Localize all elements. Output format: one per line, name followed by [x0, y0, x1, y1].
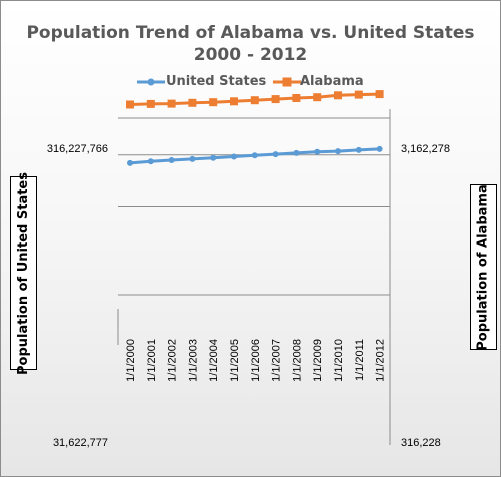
data-point-alabama [292, 94, 301, 102]
data-point-alabama [313, 93, 322, 102]
data-point-alabama [334, 91, 342, 100]
data-point-united-states [210, 154, 217, 161]
chart-title: Population Trend of Alabama vs. United S… [26, 23, 475, 43]
x-tick-label: 1/1/2000 [125, 339, 137, 382]
x-tick-label: 1/1/2012 [375, 339, 387, 382]
data-point-united-states [335, 148, 341, 155]
data-point-united-states [314, 148, 321, 155]
data-point-united-states [355, 146, 362, 153]
legend: United States Alabama [1, 72, 500, 94]
x-tick-label: 1/1/2010 [333, 339, 345, 382]
x-tick-label: 1/1/2002 [167, 339, 179, 382]
data-point-alabama [250, 96, 259, 105]
x-tick-label: 1/1/2001 [146, 339, 158, 382]
data-point-united-states [189, 155, 196, 162]
legend-item-united-states: United States [135, 72, 267, 94]
y-right-tick-label: 316,228 [401, 437, 441, 449]
data-point-alabama [271, 95, 280, 104]
x-tick-label: 1/1/2009 [312, 339, 324, 382]
data-point-united-states [231, 153, 237, 160]
data-point-alabama [167, 99, 176, 108]
legend-label-united-states: United States [166, 74, 267, 89]
data-point-united-states [127, 159, 133, 166]
x-tick-label: 1/1/2004 [208, 339, 220, 382]
data-point-united-states [251, 152, 258, 159]
x-tick-label: 1/1/2008 [291, 339, 303, 382]
chart-subtitle: 2000 - 2012 [193, 45, 308, 65]
x-tick-label: 1/1/2007 [271, 339, 283, 382]
y-axis-left-title-box: Population of United States [10, 172, 37, 375]
y-right-tick-label: 3,162,278 [401, 143, 450, 155]
data-point-alabama [126, 100, 134, 109]
legend-marker-alabama [273, 77, 301, 87]
data-point-united-states [376, 145, 383, 152]
data-point-united-states [147, 158, 154, 165]
data-point-alabama [209, 98, 218, 107]
x-tick-label: 1/1/2006 [250, 339, 262, 382]
legend-label-alabama: Alabama [300, 74, 364, 89]
y-axis-right-title-box: Population of Alabama [470, 184, 497, 350]
y-left-tick-label: 316,227,766 [47, 143, 108, 155]
x-tick-label: 1/1/2005 [229, 339, 241, 382]
data-point-united-states [293, 149, 300, 156]
y-left-tick-label: 31,622,777 [53, 437, 108, 449]
data-point-alabama [146, 99, 155, 108]
data-point-alabama [375, 90, 384, 99]
x-tick-label: 1/1/2011 [354, 339, 366, 381]
data-point-alabama [230, 97, 238, 106]
data-point-united-states [272, 151, 279, 158]
legend-marker-united-states [137, 78, 165, 86]
data-point-united-states [168, 157, 175, 163]
data-point-alabama [354, 90, 363, 99]
x-tick-label: 1/1/2003 [187, 339, 199, 382]
data-point-alabama [188, 98, 197, 107]
legend-item-alabama: Alabama [271, 72, 381, 94]
